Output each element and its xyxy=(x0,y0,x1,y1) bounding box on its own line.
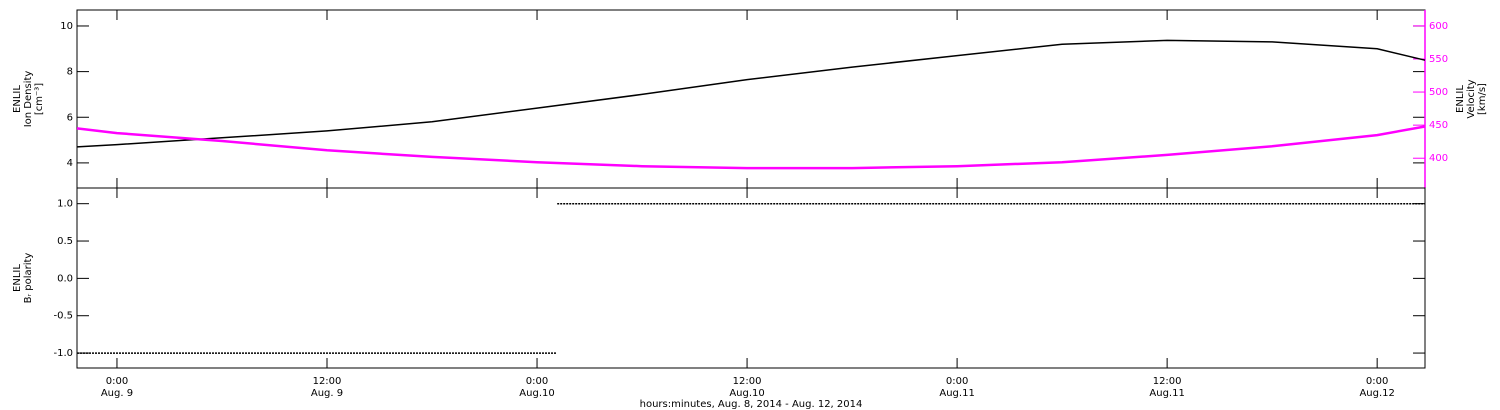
x-tick-date: Aug.11 xyxy=(939,388,974,399)
y-tick-label: 0.0 xyxy=(57,273,73,284)
plot-frame xyxy=(76,9,1426,189)
y-tick-label: 0.5 xyxy=(57,236,73,247)
data-line xyxy=(76,39,1426,148)
y-axis-label: [cm⁻³] xyxy=(34,83,45,115)
x-tick-date: Aug.12 xyxy=(1359,388,1394,399)
y2-axis-label: [km/s] xyxy=(1477,83,1488,115)
x-tick-date: Aug.10 xyxy=(519,388,554,399)
y-tick-label: -0.5 xyxy=(53,311,73,322)
y2-tick-label: 550 xyxy=(1429,54,1448,65)
y2-tick-label: 450 xyxy=(1429,120,1448,131)
y-tick-label: 1.0 xyxy=(57,199,73,210)
y-axis-label: ENLIL xyxy=(12,264,23,292)
y2-tick-label: 600 xyxy=(1429,21,1448,32)
x-axis-label: hours:minutes, Aug. 8, 2014 - Aug. 12, 2… xyxy=(640,399,863,410)
y-axis-label: ENLIL xyxy=(12,85,23,113)
x-tick-label: 12:00 xyxy=(733,376,762,387)
y-tick-label: 4 xyxy=(67,158,73,169)
data-line xyxy=(76,125,1426,170)
y-axis-label: Ion Density xyxy=(23,71,34,128)
y2-axis-label: ENLIL xyxy=(1455,85,1466,113)
y-axis-label: Bᵣ polarity xyxy=(23,253,34,304)
x-tick-date: Aug. 9 xyxy=(101,388,133,399)
x-tick-label: 0:00 xyxy=(1366,376,1388,387)
x-tick-label: 0:00 xyxy=(946,376,968,387)
y-tick-label: 10 xyxy=(60,21,73,32)
y2-tick-label: 400 xyxy=(1429,153,1448,164)
y2-axis-label: Velocity xyxy=(1466,79,1477,118)
x-tick-label: 0:00 xyxy=(106,376,128,387)
y-tick-label: 6 xyxy=(67,112,73,123)
x-tick-label: 0:00 xyxy=(526,376,548,387)
y2-tick-label: 500 xyxy=(1429,87,1448,98)
plot-frame xyxy=(76,187,1426,369)
x-tick-date: Aug.10 xyxy=(729,388,764,399)
x-tick-label: 12:00 xyxy=(1153,376,1182,387)
x-tick-date: Aug. 9 xyxy=(311,388,343,399)
y-tick-label: 8 xyxy=(67,67,73,78)
x-tick-date: Aug.11 xyxy=(1149,388,1184,399)
x-tick-label: 12:00 xyxy=(313,376,342,387)
y-tick-label: -1.0 xyxy=(53,348,73,359)
